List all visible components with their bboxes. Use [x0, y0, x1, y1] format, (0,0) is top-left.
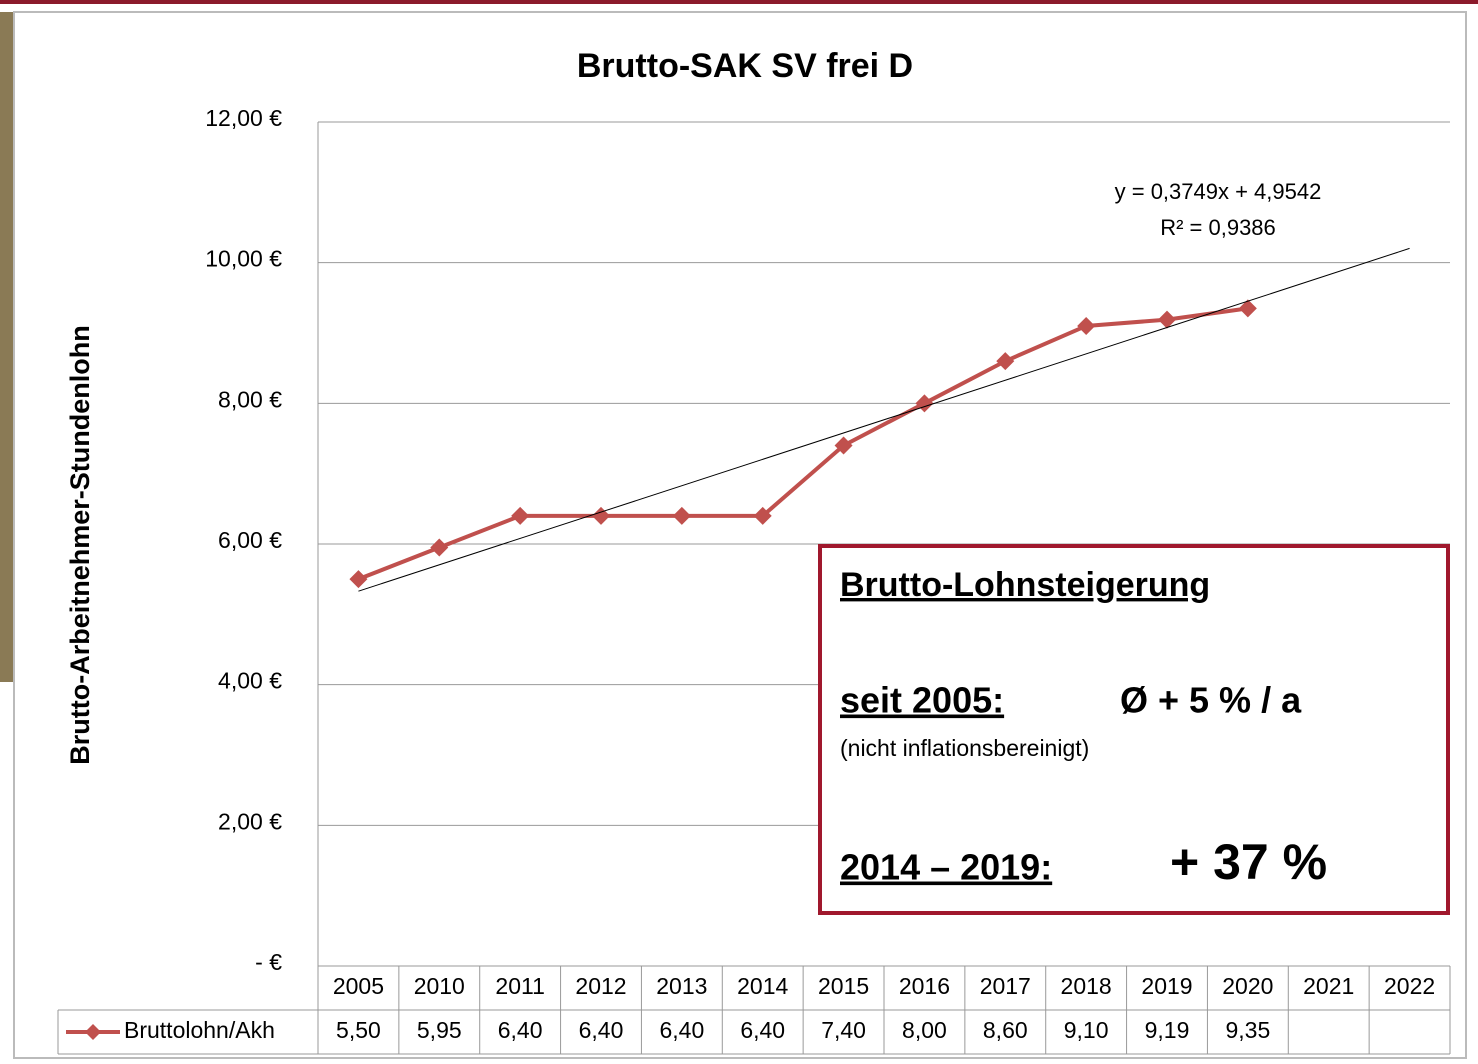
y-tick-label: - € [255, 949, 282, 975]
annotation-heading: Brutto-Lohnsteigerung [840, 566, 1210, 604]
annotation-note: (nicht inflationsbereinigt) [840, 735, 1089, 761]
x-tick-label: 2019 [1141, 973, 1192, 999]
marker [511, 506, 530, 525]
annotation-value: + 37 % [1170, 834, 1327, 890]
annotation-label: seit 2005: [840, 680, 1004, 721]
x-tick-label: 2011 [495, 973, 544, 999]
table-value: 6,40 [579, 1017, 624, 1043]
table-value: 5,95 [417, 1017, 462, 1043]
table-value: 8,00 [902, 1017, 947, 1043]
x-tick-label: 2010 [414, 973, 465, 999]
top-bar [0, 0, 1478, 4]
x-tick-label: 2021 [1303, 973, 1354, 999]
series-line [357, 306, 1249, 582]
x-tick-label: 2015 [818, 973, 869, 999]
table-value: 6,40 [659, 1017, 704, 1043]
annotation-label: 2014 – 2019: [840, 847, 1052, 888]
x-tick-label: 2016 [899, 973, 950, 999]
x-tick-label: 2020 [1222, 973, 1273, 999]
marker [349, 570, 368, 589]
marker [1077, 316, 1096, 335]
trendline-r2: R² = 0,9386 [1160, 215, 1276, 240]
x-tick-label: 2022 [1384, 973, 1435, 999]
chart-title: Brutto-SAK SV frei D [577, 47, 913, 85]
annotation-box [818, 544, 1450, 915]
table-value: 9,10 [1064, 1017, 1109, 1043]
x-tick-label: 2017 [980, 973, 1031, 999]
x-tick-label: 2012 [575, 973, 626, 999]
marker [430, 538, 449, 557]
annotation-value: Ø + 5 % / a [1120, 680, 1302, 721]
y-tick-label: 6,00 € [218, 527, 282, 553]
table-value: 7,40 [821, 1017, 866, 1043]
y-tick-label: 12,00 € [205, 105, 282, 131]
marker [592, 506, 610, 525]
legend-marker [85, 1024, 101, 1040]
x-tick-label: 2018 [1061, 973, 1112, 999]
y-tick-label: 2,00 € [218, 808, 282, 834]
table-value: 9,19 [1145, 1017, 1190, 1043]
x-tick-label: 2014 [737, 973, 788, 999]
trendline [358, 247, 1410, 592]
table-value: 5,50 [336, 1017, 381, 1043]
side-photo [0, 12, 14, 682]
table-value: 8,60 [983, 1017, 1028, 1043]
y-axis-title: Brutto-Arbeitnehmer-Stundenlohn [65, 325, 95, 764]
y-tick-label: 8,00 € [218, 386, 282, 412]
x-tick-label: 2005 [333, 973, 384, 999]
marker [672, 506, 691, 525]
marker [996, 352, 1015, 371]
marker [1158, 310, 1176, 329]
x-tick-label: 2013 [656, 973, 707, 999]
marker [753, 506, 772, 525]
y-tick-label: 4,00 € [218, 668, 282, 694]
table-value: 9,35 [1225, 1017, 1270, 1043]
marker [834, 436, 853, 455]
table-value: 6,40 [498, 1017, 543, 1043]
legend-label: Bruttolohn/Akh [124, 1017, 275, 1043]
marker [1238, 299, 1257, 318]
trendline-equation: y = 0,3749x + 4,9542 [1115, 179, 1322, 204]
table-value: 6,40 [740, 1017, 785, 1043]
plot: - € 2,00 € 4,00 € 6,00 € 8,00 € 10,00 € 12,00 … [57, 105, 1451, 1055]
y-tick-label: 10,00 € [205, 246, 282, 272]
